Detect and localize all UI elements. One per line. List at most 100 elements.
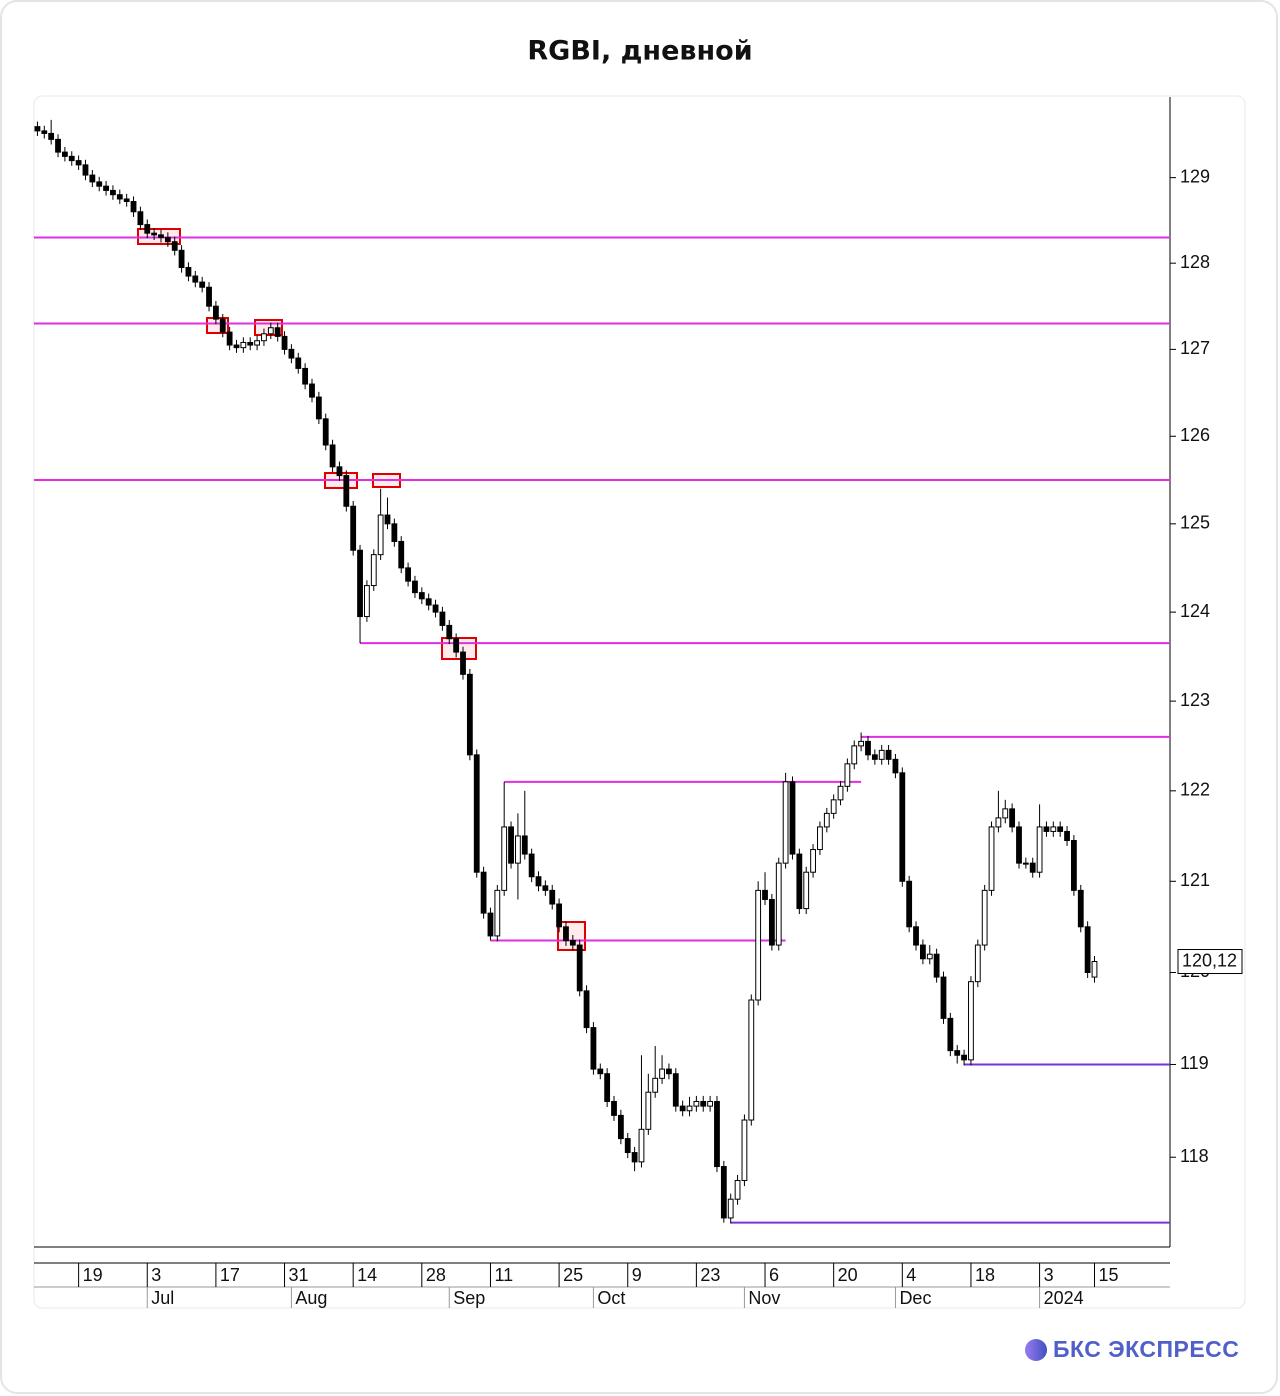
x-tick-label: 20 bbox=[838, 1265, 858, 1285]
candle-body bbox=[466, 673, 473, 756]
candle-body bbox=[199, 281, 206, 288]
candle-body bbox=[638, 1128, 645, 1163]
y-tick-label: 128 bbox=[1180, 252, 1210, 272]
candle-body bbox=[1091, 961, 1098, 978]
candle-body bbox=[885, 749, 892, 760]
candle-body bbox=[878, 749, 885, 760]
candle-body bbox=[370, 554, 377, 587]
candle-body bbox=[734, 1180, 741, 1200]
month-label: Dec bbox=[899, 1288, 931, 1308]
candle-body bbox=[968, 981, 974, 1061]
candle-body bbox=[590, 1027, 597, 1070]
candle-body bbox=[521, 835, 528, 855]
candle-body bbox=[425, 598, 432, 606]
candle-body bbox=[110, 189, 116, 196]
candle-body bbox=[748, 999, 755, 1121]
candle-body bbox=[192, 275, 199, 283]
candle-body bbox=[940, 976, 947, 1019]
candle-body bbox=[672, 1073, 679, 1107]
y-tick-label: 127 bbox=[1180, 338, 1210, 358]
x-tick-label: 14 bbox=[357, 1265, 377, 1285]
candle-body bbox=[206, 286, 212, 307]
candle-body bbox=[1022, 862, 1029, 865]
candle-body bbox=[405, 567, 411, 582]
candle-body bbox=[796, 853, 803, 910]
month-label: Sep bbox=[453, 1288, 485, 1308]
candle-body bbox=[480, 871, 487, 914]
candle-body bbox=[549, 889, 556, 905]
x-tick-label: 3 bbox=[1044, 1265, 1054, 1285]
last-price-label: 120,12 bbox=[1182, 950, 1237, 970]
candle-body bbox=[919, 944, 926, 960]
candle-body bbox=[391, 523, 398, 542]
candle-body bbox=[377, 514, 384, 556]
candle-body bbox=[652, 1077, 659, 1093]
candle-body bbox=[34, 126, 41, 132]
candle-body bbox=[418, 592, 425, 600]
x-tick-label: 28 bbox=[426, 1265, 446, 1285]
candle-body bbox=[837, 785, 844, 801]
candle-body bbox=[1084, 926, 1091, 973]
candle-body bbox=[851, 745, 858, 765]
candle-body bbox=[164, 236, 171, 243]
candle-body bbox=[1077, 889, 1084, 928]
candle-body bbox=[535, 876, 542, 887]
candle-body bbox=[384, 514, 391, 525]
candle-body bbox=[1064, 830, 1070, 841]
candle-body bbox=[1050, 826, 1057, 832]
candle-body bbox=[1002, 808, 1009, 819]
month-label: 2024 bbox=[1044, 1288, 1084, 1308]
candle-body bbox=[295, 357, 302, 369]
candle-body bbox=[75, 160, 82, 166]
candle-body bbox=[858, 740, 865, 747]
candle-body bbox=[357, 549, 363, 618]
x-tick-label: 11 bbox=[494, 1265, 513, 1285]
candle-body bbox=[309, 383, 315, 398]
candle-body bbox=[151, 232, 158, 236]
candle-body bbox=[48, 132, 55, 140]
month-label: Jul bbox=[151, 1288, 174, 1308]
candle-body bbox=[528, 853, 535, 878]
last-price-box bbox=[1177, 949, 1243, 975]
candle-body bbox=[302, 367, 309, 385]
candle-body bbox=[624, 1138, 631, 1154]
candle-body bbox=[700, 1100, 707, 1107]
candle-body bbox=[315, 396, 322, 420]
brand-name: БКС ЭКСПРЕСС bbox=[1053, 1336, 1239, 1362]
candle-body bbox=[288, 348, 295, 359]
candle-body bbox=[617, 1114, 624, 1140]
candle-body bbox=[899, 772, 906, 882]
candle-body bbox=[604, 1073, 611, 1102]
candle-body bbox=[212, 305, 219, 320]
candle-body bbox=[1029, 862, 1036, 873]
candle-body bbox=[679, 1105, 686, 1112]
candle-body bbox=[1036, 826, 1043, 873]
candle-body bbox=[55, 138, 61, 153]
candle-body bbox=[432, 604, 439, 613]
candle-body bbox=[130, 201, 137, 213]
candle-body bbox=[947, 1017, 954, 1052]
x-tick-label: 9 bbox=[632, 1265, 642, 1285]
candle-body bbox=[240, 341, 247, 349]
candle-body bbox=[995, 817, 1002, 828]
x-tick-label: 3 bbox=[151, 1265, 161, 1285]
candle-body bbox=[755, 889, 762, 1001]
candle-body bbox=[219, 318, 226, 333]
x-tick-label: 15 bbox=[1098, 1265, 1118, 1285]
candle-body bbox=[762, 889, 768, 900]
candle-body bbox=[446, 624, 453, 640]
month-label: Aug bbox=[295, 1288, 327, 1308]
candle-body bbox=[645, 1091, 652, 1130]
candle-body bbox=[817, 826, 823, 851]
chart-title: RGBI, дневной bbox=[527, 36, 752, 67]
y-tick-label: 125 bbox=[1180, 513, 1210, 533]
candle-body bbox=[666, 1068, 672, 1075]
candle-body bbox=[460, 651, 466, 675]
candle-body bbox=[926, 953, 933, 960]
candle-body bbox=[364, 585, 370, 618]
candle-body bbox=[810, 849, 816, 873]
candle-body bbox=[233, 344, 240, 349]
candle-body bbox=[988, 826, 995, 891]
candle-body bbox=[569, 939, 576, 946]
candle-body bbox=[981, 889, 988, 946]
